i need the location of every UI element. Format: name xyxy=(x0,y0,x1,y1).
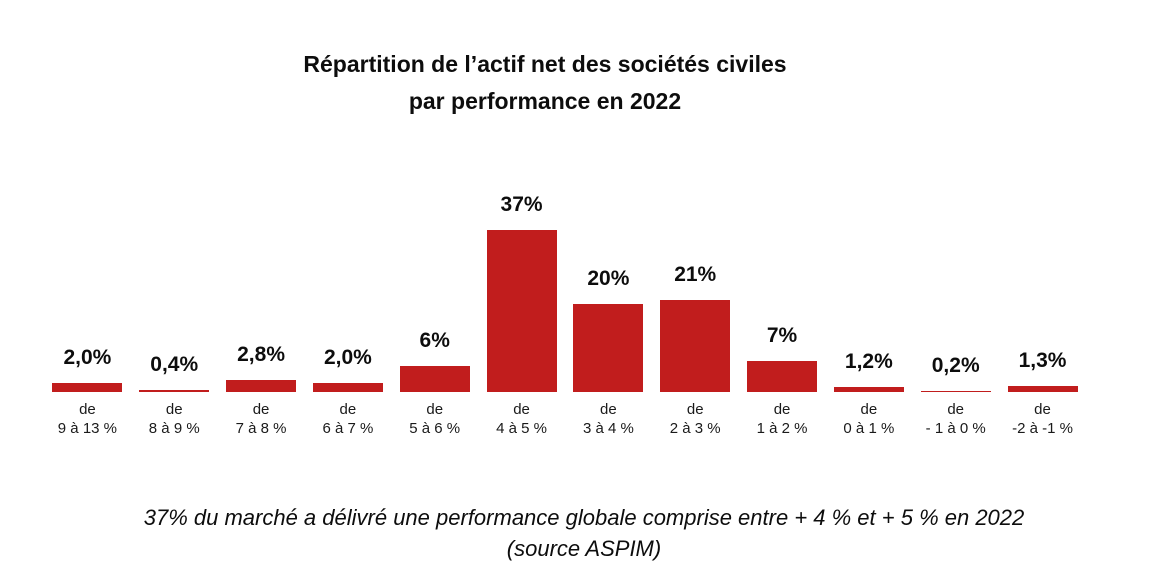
caption: 37% du marché a délivré une performance … xyxy=(0,502,1168,564)
chart-title-line1: Répartition de l’actif net des sociétés … xyxy=(303,51,787,77)
chart-title: Répartition de l’actif net des sociétés … xyxy=(0,46,1090,120)
bar xyxy=(139,390,210,392)
bar xyxy=(312,383,383,392)
bar-value-label: 2,0% xyxy=(323,346,372,369)
bar xyxy=(660,300,731,392)
caption-line1: 37% du marché a délivré une performance … xyxy=(143,505,1025,530)
bar-column: 2,0% xyxy=(304,345,391,392)
bar-value-label: 2,0% xyxy=(63,346,112,369)
bar xyxy=(1007,386,1078,392)
x-axis-label: de 8 à 9 % xyxy=(148,401,200,437)
x-axis-label: de - 1 à 0 % xyxy=(925,401,986,437)
x-axis-label: de 9 à 13 % xyxy=(57,401,118,437)
bar-value-label: 7% xyxy=(766,324,798,347)
bar-column: 21% xyxy=(652,262,739,392)
x-axis-labels: de 9 à 13 % de 8 à 9 % de 7 à 8 % de 6 à 7 % de 5… xyxy=(44,400,1086,438)
bar-column: 6% xyxy=(391,328,478,392)
bar-column: 7% xyxy=(739,323,826,392)
x-axis-label: de 5 à 6 % xyxy=(409,401,461,437)
bar-value-label: 1,3% xyxy=(1018,349,1067,372)
bar xyxy=(226,380,297,392)
x-axis-label: de 4 à 5 % xyxy=(496,401,547,437)
bar-column: 1,3% xyxy=(999,348,1086,392)
bar-column: 20% xyxy=(565,266,652,392)
bar-column: 0,2% xyxy=(912,353,999,392)
bar-column: 2,0% xyxy=(44,345,131,392)
bar-value-label: 2,8% xyxy=(237,343,285,366)
bar-value-label: 0,4% xyxy=(150,353,199,376)
bar-value-label: 0,2% xyxy=(931,354,980,377)
x-axis-label: de 1 à 2 % xyxy=(756,401,808,437)
x-axis-label: de 6 à 7 % xyxy=(322,401,374,437)
bar-value-label: 37% xyxy=(500,193,543,216)
bar-column: 0,4% xyxy=(131,352,218,392)
x-axis-label: de 0 à 1 % xyxy=(843,401,895,437)
caption-line2: (source ASPIM) xyxy=(506,536,662,561)
bar xyxy=(573,304,644,392)
x-axis-label: de -2 à -1 % xyxy=(1012,401,1073,437)
bar-value-label: 1,2% xyxy=(844,350,893,373)
chart-title-line2: par performance en 2022 xyxy=(408,88,682,114)
bar-value-label: 6% xyxy=(419,329,450,352)
bar xyxy=(399,366,470,392)
bar-value-label: 20% xyxy=(587,267,630,290)
bar-chart-plot: 2,0% 0,4% 2,8% 2,0% 6% 37% 20% 21% 7% 1,2% 0,2% 1,3… xyxy=(44,0,1086,392)
bar-column: 2,8% xyxy=(218,342,305,392)
x-axis-label: de 7 à 8 % xyxy=(235,401,287,437)
bar xyxy=(920,391,991,392)
bar-value-label: 21% xyxy=(674,263,717,286)
bar xyxy=(747,361,818,392)
bar xyxy=(486,230,557,392)
bar xyxy=(833,387,904,392)
x-axis-label: de 3 à 4 % xyxy=(582,401,634,437)
bar-column: 1,2% xyxy=(825,349,912,392)
bar xyxy=(52,383,123,392)
x-axis-label: de 2 à 3 % xyxy=(669,401,721,437)
bar-column: 37% xyxy=(478,192,565,392)
